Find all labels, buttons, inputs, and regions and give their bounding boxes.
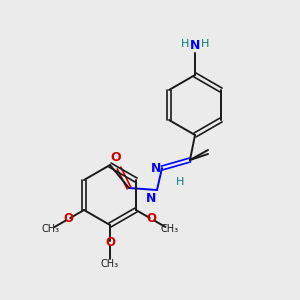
- Text: H: H: [176, 177, 184, 187]
- Text: CH₃: CH₃: [161, 224, 179, 235]
- Text: H: H: [201, 39, 209, 49]
- Text: O: O: [105, 236, 115, 250]
- Text: N: N: [190, 39, 200, 52]
- Text: N: N: [146, 192, 156, 205]
- Text: O: O: [111, 151, 121, 164]
- Text: CH₃: CH₃: [101, 259, 119, 269]
- Text: H: H: [181, 39, 189, 49]
- Text: O: O: [147, 212, 157, 226]
- Text: CH₃: CH₃: [41, 224, 59, 235]
- Text: O: O: [63, 212, 74, 226]
- Text: N: N: [151, 161, 161, 175]
